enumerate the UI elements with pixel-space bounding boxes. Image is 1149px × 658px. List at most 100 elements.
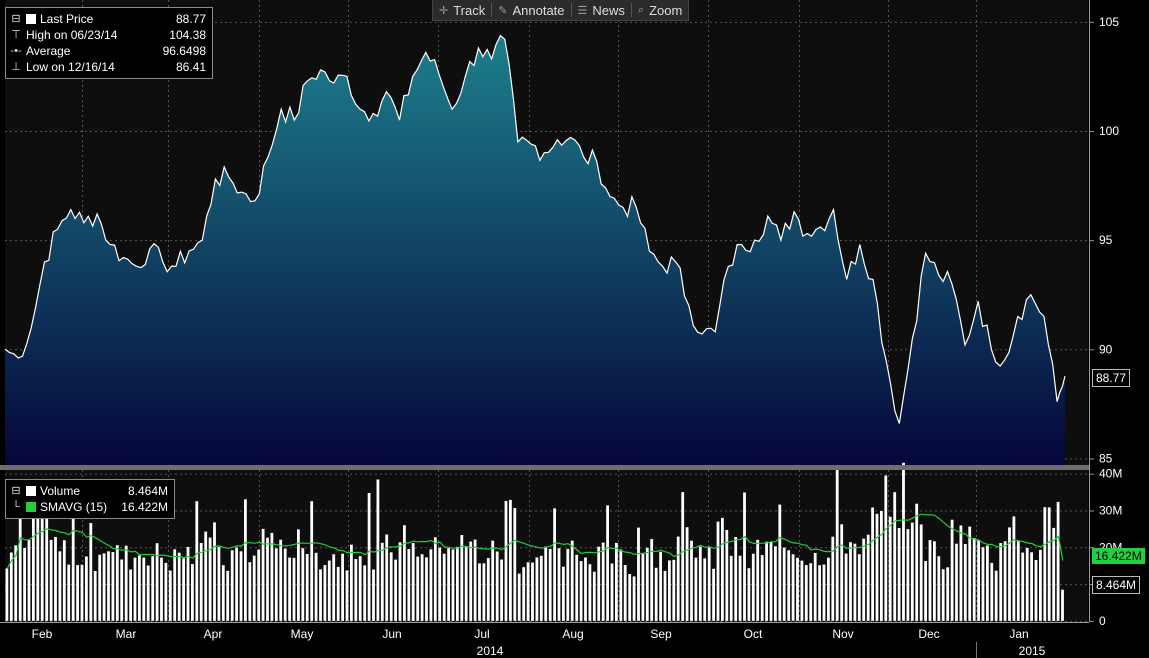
magnifier-icon: ⌕ — [637, 3, 645, 16]
volume-bar — [1030, 552, 1033, 621]
legend-value: 104.38 — [169, 28, 206, 42]
collapse-icon[interactable]: ⊟ — [11, 13, 21, 25]
chart-toolbar: ✛ Track ✎ Annotate ☰ News ⌕ Zoom — [432, 0, 690, 21]
x-year-label: 2015 — [1019, 644, 1046, 658]
volume-bar — [226, 570, 230, 621]
volume-bar — [429, 549, 433, 621]
volume-bar — [592, 571, 596, 621]
volume-bar — [747, 568, 751, 621]
collapse-icon[interactable]: ⊟ — [11, 485, 21, 497]
volume-bar — [460, 535, 464, 621]
legend-value: 16.422M — [121, 500, 168, 514]
volume-bar — [274, 548, 278, 621]
volume-bar — [615, 542, 618, 621]
volume-bar — [778, 504, 782, 621]
volume-bar — [1003, 541, 1007, 621]
volume-bar — [690, 540, 693, 621]
volume-bar — [248, 562, 252, 621]
x-month-label: Oct — [744, 627, 763, 641]
volume-bar — [1039, 549, 1042, 621]
volume-bar — [93, 571, 97, 621]
volume-bar — [102, 553, 106, 621]
volume-bar — [5, 568, 9, 621]
volume-bar — [191, 564, 194, 621]
volume-bar — [950, 519, 954, 621]
volume-bar — [654, 567, 658, 621]
volume-bar — [712, 568, 715, 621]
volume-bar — [535, 557, 539, 621]
annotate-button[interactable]: ✎ Annotate — [492, 3, 570, 18]
news-button[interactable]: ☰ News — [572, 3, 631, 18]
volume-bars — [5, 462, 1064, 621]
last-price-tag: 88.77 — [1092, 369, 1131, 387]
volume-bar — [645, 547, 649, 621]
volume-bar — [769, 541, 773, 621]
volume-bar — [827, 557, 830, 621]
volume-bar — [478, 563, 481, 621]
white-swatch-icon — [26, 486, 36, 496]
news-icon: ☰ — [577, 4, 588, 17]
volume-bar — [526, 562, 530, 621]
volume-bar — [610, 563, 614, 621]
x-month-label: Mar — [116, 627, 137, 641]
volume-bar — [668, 560, 671, 621]
volume-bar — [40, 517, 44, 621]
volume-bar — [597, 546, 601, 621]
volume-bar — [394, 559, 397, 621]
volume-bar — [557, 548, 561, 621]
volume-bar — [562, 566, 565, 621]
volume-bar — [1012, 516, 1016, 621]
volume-bar — [363, 565, 367, 621]
volume-bar — [968, 526, 972, 621]
y-tick-label: 95 — [1099, 233, 1113, 247]
volume-bar — [407, 549, 411, 621]
volume-bar — [623, 565, 627, 621]
volume-bar — [570, 540, 574, 621]
volume-bar — [1021, 552, 1025, 621]
volume-bar — [213, 522, 216, 621]
volume-bar — [517, 573, 521, 621]
volume-bar — [539, 555, 543, 621]
volume-bar — [584, 557, 587, 621]
volume-bar — [809, 563, 813, 621]
volume-bar — [398, 542, 402, 621]
volume-bar — [703, 558, 707, 621]
volume-bar — [89, 523, 93, 621]
smavg-tag: 16.422M — [1092, 548, 1145, 564]
volume-bar — [659, 551, 662, 621]
volume-bar — [933, 541, 936, 621]
volume-bar — [283, 548, 287, 621]
volume-bar — [433, 537, 437, 621]
volume-bar — [80, 564, 84, 621]
volume-bar — [937, 556, 941, 621]
volume-bar — [729, 555, 733, 621]
volume-bar — [425, 557, 428, 621]
volume-bar — [469, 541, 473, 621]
tree-branch-icon: └ — [12, 501, 20, 513]
volume-bar — [486, 558, 490, 621]
high-marker-icon: ⊤ — [11, 29, 21, 41]
volume-bar — [1034, 560, 1038, 621]
volume-bar — [774, 546, 777, 621]
volume-bar — [292, 557, 296, 621]
volume-bar — [27, 539, 31, 621]
volume-bar — [244, 499, 247, 621]
volume-bar — [332, 554, 336, 621]
volume-bar — [85, 556, 88, 621]
x-year-label: 2014 — [477, 644, 504, 658]
volume-bar — [279, 539, 283, 621]
volume-bar — [641, 552, 645, 621]
volume-bar — [270, 532, 274, 621]
volume-bar — [230, 550, 234, 621]
volume-bar — [173, 549, 177, 621]
track-button[interactable]: ✛ Track — [433, 3, 491, 18]
volume-bar — [168, 570, 172, 621]
volume-bar — [199, 543, 203, 621]
legend-label: Average — [26, 44, 71, 58]
volume-bar — [994, 570, 998, 621]
volume-bar — [694, 557, 698, 621]
zoom-button[interactable]: ⌕ Zoom — [632, 3, 688, 18]
price-area — [5, 35, 1065, 465]
green-swatch-icon — [26, 502, 36, 512]
